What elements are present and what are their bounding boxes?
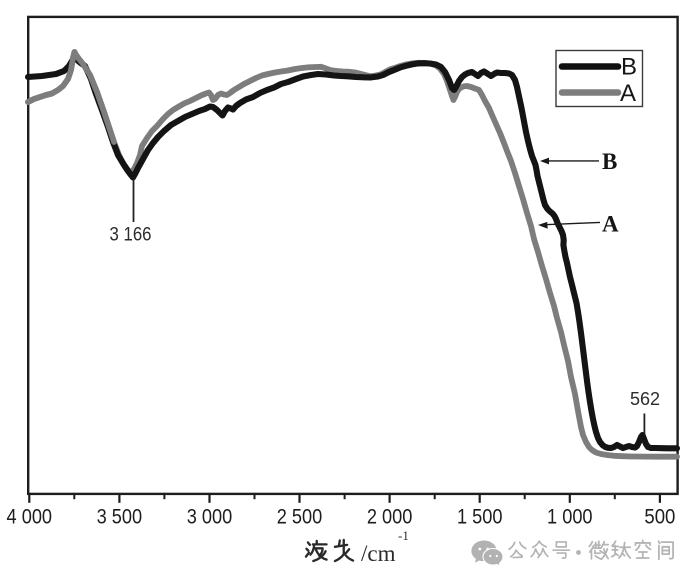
- svg-text:-1: -1: [398, 528, 409, 543]
- svg-text:1 000: 1 000: [547, 506, 593, 529]
- svg-text:A: A: [620, 80, 636, 107]
- svg-text:2 000: 2 000: [367, 506, 413, 529]
- svg-text:4 000: 4 000: [7, 506, 53, 529]
- svg-text:B: B: [621, 54, 637, 81]
- svg-text:3 166: 3 166: [110, 224, 152, 246]
- svg-text:2 500: 2 500: [277, 506, 323, 529]
- svg-text:1 500: 1 500: [457, 506, 503, 529]
- svg-text:3 500: 3 500: [97, 506, 143, 529]
- svg-text:500: 500: [644, 506, 675, 529]
- svg-text:/cm: /cm: [361, 541, 396, 566]
- svg-text:A: A: [602, 212, 619, 237]
- svg-text:B: B: [602, 149, 617, 174]
- svg-text:3 000: 3 000: [187, 506, 233, 529]
- svg-text:562: 562: [630, 389, 660, 409]
